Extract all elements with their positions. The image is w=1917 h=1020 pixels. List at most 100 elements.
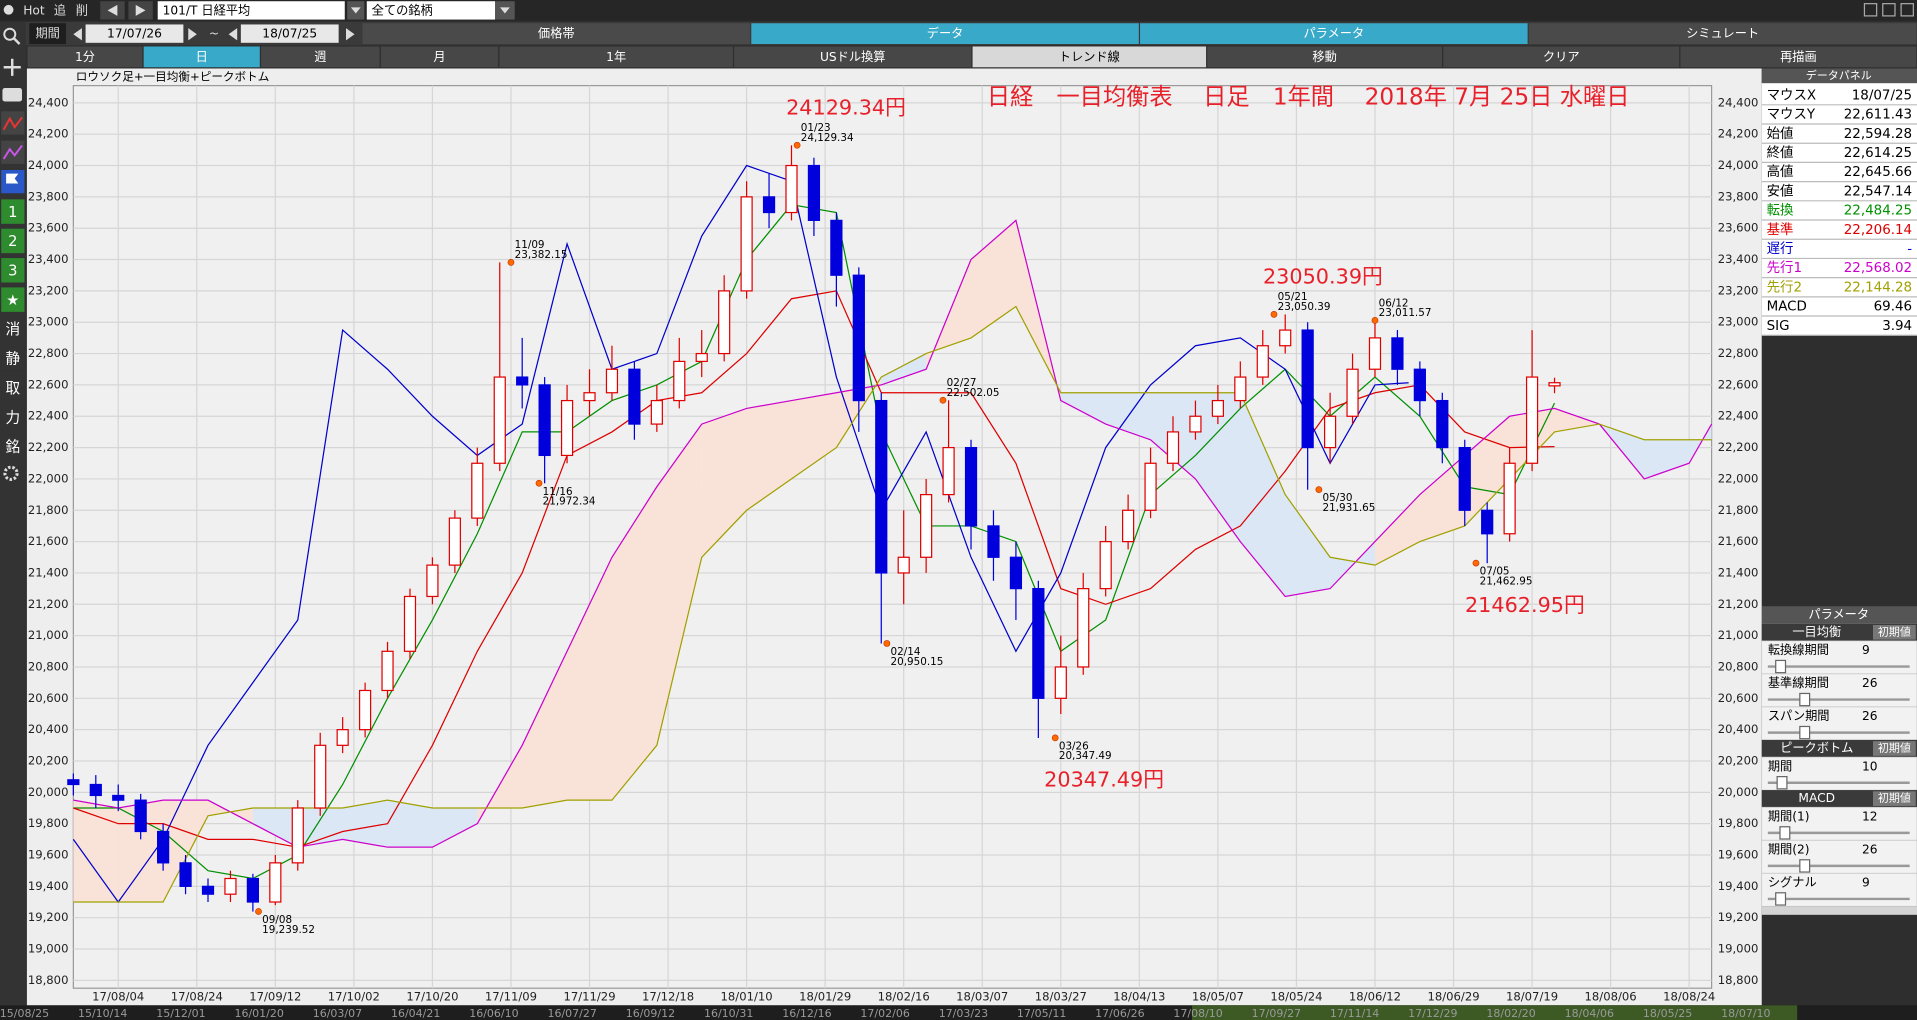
y-tick-label-right: 20,400 — [1718, 722, 1759, 736]
candle-body — [224, 877, 237, 895]
sidebar-button[interactable] — [1, 287, 25, 312]
param-value: 26 — [1862, 842, 1878, 856]
minimize-button[interactable] — [1863, 3, 1878, 17]
camera-icon[interactable] — [2, 88, 23, 102]
sidebar-button[interactable] — [1, 404, 25, 430]
close-button[interactable] — [1900, 3, 1914, 17]
candle-body — [1323, 415, 1337, 449]
param-value: 26 — [1862, 709, 1878, 723]
candle-body — [875, 399, 888, 574]
peak-date: 11/09 — [515, 239, 545, 251]
row-value: 22,645.66 — [1844, 165, 1912, 180]
row-value: 22,144.28 — [1844, 280, 1912, 295]
candle-body — [964, 446, 978, 527]
reset-label: 初期値 — [1878, 624, 1911, 638]
candle-body — [1346, 368, 1359, 417]
slider-knob[interactable] — [1775, 892, 1787, 906]
param-row — [1761, 673, 1917, 708]
sidebar-button[interactable] — [1, 316, 25, 342]
candle-body — [426, 564, 439, 598]
peak-marker — [535, 479, 543, 487]
delete-button[interactable]: 削 — [76, 4, 88, 18]
hot-button[interactable]: Hot — [23, 4, 45, 18]
navigator-range[interactable] — [1192, 1005, 1798, 1020]
slider-knob[interactable] — [1799, 692, 1811, 707]
settings-icon[interactable] — [3, 465, 19, 481]
period-button[interactable] — [143, 46, 260, 68]
tab[interactable] — [751, 23, 1139, 45]
period-button[interactable] — [1680, 46, 1917, 68]
sidebar-button[interactable] — [1, 434, 25, 459]
slider-knob[interactable] — [1799, 725, 1811, 740]
tab-label: 価格帯 — [538, 26, 575, 41]
x-tick-label: 17/09/12 — [249, 989, 301, 1003]
period-button[interactable] — [261, 46, 380, 68]
sidebar-button[interactable] — [1, 258, 25, 283]
crosshair-icon[interactable] — [3, 58, 21, 76]
cloud — [387, 800, 433, 848]
symbol-input[interactable] — [157, 1, 345, 20]
slider-knob[interactable] — [1776, 776, 1788, 790]
y-tick-label-right: 19,000 — [1718, 942, 1759, 956]
row-value: 22,594.28 — [1844, 127, 1912, 142]
x-tick-label: 18/03/07 — [956, 989, 1008, 1003]
candle-body — [246, 877, 260, 903]
sidebar-label: 3 — [8, 263, 17, 280]
candle-body — [1144, 462, 1157, 511]
slider-knob[interactable] — [1779, 826, 1791, 840]
search-icon[interactable] — [3, 27, 17, 41]
candle-body — [201, 885, 215, 895]
from-next[interactable] — [188, 28, 197, 41]
candle-body — [1525, 376, 1539, 464]
to-prev[interactable] — [228, 28, 238, 41]
from-input[interactable] — [85, 24, 184, 43]
period-button[interactable] — [1207, 46, 1443, 68]
maximize-button[interactable] — [1882, 3, 1896, 17]
period-button[interactable] — [27, 46, 143, 68]
param-value: 12 — [1862, 809, 1878, 823]
slider-knob[interactable] — [1775, 659, 1787, 674]
reset-button[interactable] — [1872, 624, 1916, 640]
sidebar-button[interactable] — [1, 228, 25, 254]
y-tick-label: 22,000 — [28, 471, 69, 485]
sidebar-button[interactable] — [1, 375, 25, 400]
from-prev[interactable] — [73, 28, 82, 41]
y-tick-label: 19,200 — [28, 910, 69, 924]
tab[interactable] — [1140, 23, 1528, 45]
candle-body — [1122, 509, 1135, 543]
data-panel-header — [1761, 68, 1917, 84]
tab[interactable] — [362, 23, 751, 45]
row-label: 先行2 — [1767, 279, 1802, 295]
candle-body — [403, 595, 417, 652]
candle-body — [448, 517, 461, 566]
candle-body — [650, 399, 663, 425]
period-button[interactable] — [380, 46, 499, 68]
to-next[interactable] — [345, 28, 355, 41]
x-tick-label: 18/01/10 — [721, 989, 773, 1003]
period-button[interactable] — [734, 46, 972, 68]
x-tick-label: 17/10/20 — [406, 989, 458, 1003]
add-button[interactable]: 追 — [54, 3, 66, 18]
navigator-date: 17/08/10 — [1173, 1007, 1222, 1020]
candle-body — [1481, 509, 1494, 535]
peak-date: 03/26 — [1059, 740, 1089, 752]
y-tick-label-right: 21,800 — [1718, 503, 1759, 517]
sidebar-button[interactable] — [1, 346, 25, 371]
y-tick-label-right: 22,200 — [1718, 440, 1759, 454]
period-button[interactable] — [1443, 46, 1680, 68]
sidebar-button[interactable] — [1, 199, 25, 224]
filter-select[interactable] — [366, 1, 496, 20]
to-input[interactable] — [240, 24, 339, 43]
tilde: ~ — [209, 27, 219, 41]
x-tick-label: 17/12/18 — [642, 989, 694, 1003]
y-tick-label-right: 22,800 — [1718, 346, 1759, 360]
period-button[interactable] — [972, 46, 1207, 68]
cloud — [1060, 392, 1106, 425]
tab[interactable] — [1528, 23, 1917, 45]
period-button[interactable] — [499, 46, 733, 68]
reset-button[interactable] — [1872, 791, 1916, 806]
candle-body — [1368, 337, 1382, 370]
sidebar-label: 力 — [6, 409, 21, 426]
slider-knob[interactable] — [1799, 859, 1811, 873]
reset-button[interactable] — [1872, 741, 1916, 756]
